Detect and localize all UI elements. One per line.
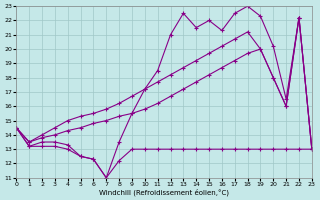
X-axis label: Windchill (Refroidissement éolien,°C): Windchill (Refroidissement éolien,°C) [99, 188, 229, 196]
